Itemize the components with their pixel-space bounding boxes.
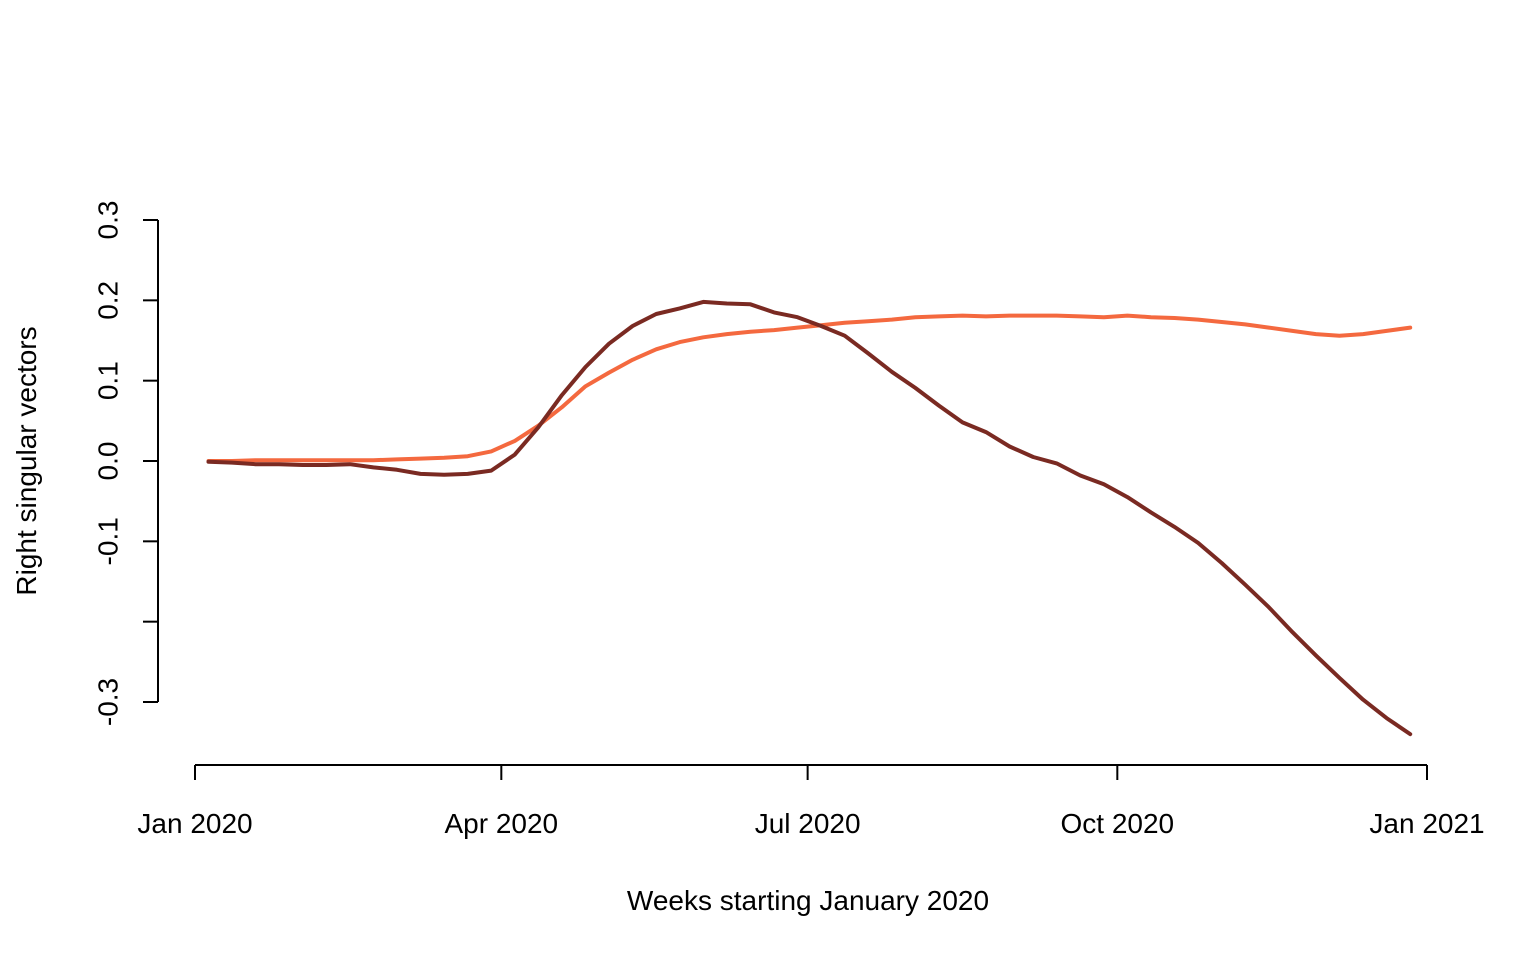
- x-tick-label: Jul 2020: [755, 808, 861, 839]
- y-tick-label: -0.3: [92, 678, 123, 726]
- x-tick-label: Jan 2020: [137, 808, 252, 839]
- y-axis: 0.3 0.2 0.1 0.0 -0.1 -0.3: [92, 201, 159, 726]
- x-axis-title: Weeks starting January 2020: [627, 885, 989, 916]
- y-tick-label: 0.0: [92, 442, 123, 481]
- y-tick-label: 0.2: [92, 281, 123, 320]
- series-group: [206, 299, 1413, 737]
- x-tick-label: Oct 2020: [1060, 808, 1174, 839]
- y-axis-title: Right singular vectors: [11, 326, 42, 595]
- x-axis: Jan 2020 Apr 2020 Jul 2020 Oct 2020 Jan 2021: [137, 764, 1485, 839]
- x-tick-label: Apr 2020: [444, 808, 558, 839]
- x-tick-label: Jan 2021: [1369, 808, 1484, 839]
- series-line-1: [206, 313, 1413, 463]
- y-tick-label: -0.1: [92, 517, 123, 565]
- y-tick-label: 0.1: [92, 361, 123, 400]
- series-line-2: [206, 299, 1413, 737]
- y-tick-label: 0.3: [92, 201, 123, 240]
